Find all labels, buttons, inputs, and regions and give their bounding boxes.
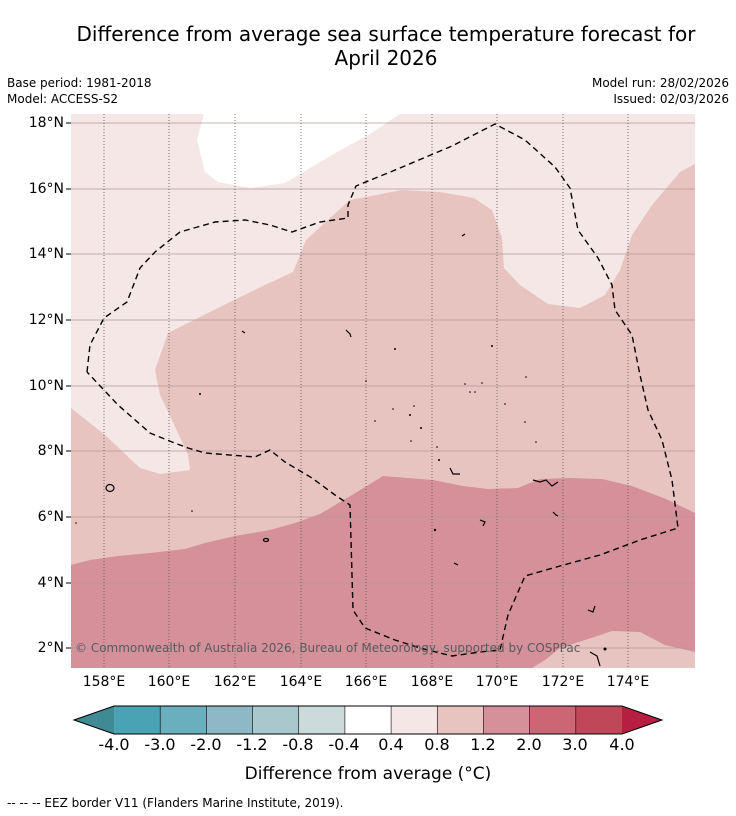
title-line-2: April 2026 bbox=[334, 46, 438, 70]
lon-label-164e: 164°E bbox=[279, 674, 323, 690]
cb-label-neg2: -2.0 bbox=[190, 735, 222, 754]
colorbar-segment bbox=[114, 706, 161, 734]
cb-label-4-0: 4.0 bbox=[609, 735, 635, 754]
cb-label-1-2: 1.2 bbox=[470, 735, 496, 754]
small-islets bbox=[75, 345, 607, 651]
cb-label-neg1-2: -1.2 bbox=[236, 735, 268, 754]
lat-label-2n: 2°N bbox=[37, 640, 64, 656]
axis-ticks bbox=[66, 122, 71, 649]
colorbar-segment bbox=[160, 706, 207, 734]
lat-label-14n: 14°N bbox=[28, 246, 64, 262]
lon-label-162e: 162°E bbox=[213, 674, 257, 690]
colorbar bbox=[72, 705, 664, 735]
colorbar-segment bbox=[575, 706, 623, 734]
eez-legend-note: -- -- -- EEZ border V11 (Flanders Marine… bbox=[7, 796, 344, 810]
lat-label-4n: 4°N bbox=[37, 575, 64, 591]
lat-gridlines bbox=[71, 122, 695, 649]
cb-label-0-4: 0.4 bbox=[378, 735, 404, 754]
cb-label-neg4: -4.0 bbox=[98, 735, 130, 754]
colorbar-segment bbox=[391, 706, 438, 734]
colorbar-segment bbox=[529, 706, 577, 734]
colorbar-under-arrow bbox=[74, 706, 114, 734]
lon-label-168e: 168°E bbox=[410, 674, 454, 690]
colorbar-title: Difference from average (°C) bbox=[244, 764, 492, 784]
lat-label-6n: 6°N bbox=[37, 509, 64, 525]
base-period: Base period: 1981-2018 bbox=[7, 76, 152, 90]
anomaly-band-0.4-0.8-west bbox=[71, 114, 99, 190]
lon-label-166e: 166°E bbox=[344, 674, 388, 690]
cb-label-neg0-8: -0.8 bbox=[282, 735, 314, 754]
islands bbox=[105, 233, 601, 667]
colorbar-over-arrow bbox=[622, 706, 662, 734]
colorbar-segment bbox=[483, 706, 530, 734]
cb-label-0-8: 0.8 bbox=[424, 735, 450, 754]
cb-label-neg0-4: -0.4 bbox=[328, 735, 360, 754]
colorbar-segment bbox=[252, 706, 300, 734]
lon-label-160e: 160°E bbox=[147, 674, 191, 690]
lon-label-172e: 172°E bbox=[541, 674, 585, 690]
map-title: Difference from average sea surface temp… bbox=[0, 22, 736, 70]
lon-gridlines bbox=[103, 114, 629, 668]
anomaly-band-neutral bbox=[197, 114, 400, 188]
map-area bbox=[71, 114, 695, 668]
cb-label-3-0: 3.0 bbox=[562, 735, 588, 754]
lat-label-8n: 8°N bbox=[37, 443, 64, 459]
eez-border bbox=[86, 123, 679, 657]
colorbar-segment bbox=[298, 706, 346, 734]
lat-label-10n: 10°N bbox=[28, 378, 64, 394]
meta-right: Model run: 28/02/2026 Issued: 02/03/2026 bbox=[592, 75, 729, 107]
colorbar-segment bbox=[437, 706, 484, 734]
anomaly-band-1.2-2.0 bbox=[71, 476, 695, 668]
cb-label-neg3: -3.0 bbox=[144, 735, 176, 754]
cb-label-2-0: 2.0 bbox=[516, 735, 542, 754]
lon-label-158e: 158°E bbox=[82, 674, 126, 690]
model-run: Model run: 28/02/2026 bbox=[591, 76, 729, 90]
title-line-1: Difference from average sea surface temp… bbox=[76, 22, 696, 46]
meta-left: Base period: 1981-2018 Model: ACCESS-S2 bbox=[7, 75, 152, 107]
lon-label-170e: 170°E bbox=[475, 674, 519, 690]
copyright-notice: © Commonwealth of Australia 2026, Bureau… bbox=[75, 641, 581, 655]
colorbar-segments bbox=[114, 706, 623, 734]
colorbar-outline bbox=[72, 705, 664, 735]
colorbar-segment bbox=[206, 706, 253, 734]
colorbar-segment bbox=[344, 706, 392, 734]
lat-label-18n: 18°N bbox=[28, 115, 64, 131]
lat-label-12n: 12°N bbox=[28, 312, 64, 328]
issued-date: Issued: 02/03/2026 bbox=[613, 92, 729, 106]
lon-label-174e: 174°E bbox=[606, 674, 650, 690]
model-name: Model: ACCESS-S2 bbox=[7, 92, 119, 106]
lat-label-16n: 16°N bbox=[28, 181, 64, 197]
